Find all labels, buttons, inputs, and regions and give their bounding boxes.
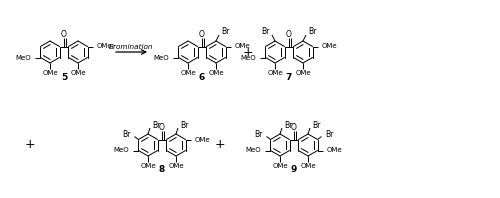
- Text: 9: 9: [291, 166, 297, 174]
- Text: OMe: OMe: [168, 163, 184, 169]
- Text: 6: 6: [199, 72, 205, 82]
- Text: OMe: OMe: [194, 136, 210, 143]
- Text: O: O: [291, 123, 297, 132]
- Text: OMe: OMe: [300, 163, 316, 169]
- Text: OMe: OMe: [326, 148, 342, 153]
- Text: +: +: [242, 46, 254, 58]
- Text: +: +: [24, 138, 36, 151]
- Text: O: O: [199, 30, 205, 39]
- Text: MeO: MeO: [154, 54, 170, 61]
- Text: Br: Br: [312, 121, 320, 129]
- Text: Br: Br: [284, 121, 292, 129]
- Text: Br: Br: [122, 130, 130, 139]
- Text: Br: Br: [326, 130, 334, 139]
- Text: Br: Br: [308, 28, 316, 36]
- Text: Br: Br: [180, 121, 188, 129]
- Text: 5: 5: [61, 72, 67, 82]
- Text: +: +: [214, 138, 226, 151]
- Text: OMe: OMe: [234, 44, 250, 50]
- Text: Bromination: Bromination: [109, 44, 153, 50]
- Text: Br: Br: [152, 121, 160, 129]
- Text: OMe: OMe: [322, 44, 337, 50]
- Text: OMe: OMe: [208, 70, 224, 76]
- Text: OMe: OMe: [295, 70, 311, 76]
- Text: Br: Br: [254, 130, 262, 139]
- Text: Br: Br: [221, 28, 230, 36]
- Text: 7: 7: [286, 72, 292, 82]
- Text: MeO: MeO: [114, 148, 130, 153]
- Text: OMe: OMe: [267, 70, 283, 76]
- Text: Br: Br: [262, 28, 270, 36]
- Text: MeO: MeO: [241, 54, 256, 61]
- Text: O: O: [286, 30, 292, 39]
- Text: OMe: OMe: [140, 163, 156, 169]
- Text: OMe: OMe: [70, 70, 86, 76]
- Text: MeO: MeO: [16, 54, 32, 61]
- Text: OMe: OMe: [180, 70, 196, 76]
- Text: 8: 8: [159, 166, 165, 174]
- Text: OMe: OMe: [96, 44, 112, 50]
- Text: O: O: [61, 30, 67, 39]
- Text: OMe: OMe: [42, 70, 58, 76]
- Text: OMe: OMe: [272, 163, 288, 169]
- Text: MeO: MeO: [246, 148, 262, 153]
- Text: O: O: [159, 123, 165, 132]
